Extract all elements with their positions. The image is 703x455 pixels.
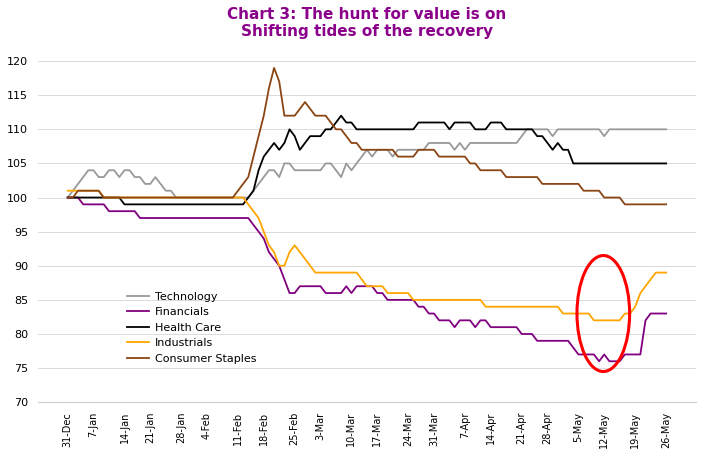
Industrials bbox=[626, 311, 634, 316]
Financials bbox=[332, 290, 340, 296]
Health Care bbox=[342, 120, 351, 125]
Industrials bbox=[590, 318, 598, 323]
Consumer Staples bbox=[187, 195, 195, 200]
Health Care bbox=[662, 161, 671, 166]
Technology bbox=[522, 126, 531, 132]
Industrials bbox=[202, 195, 211, 200]
Technology bbox=[662, 126, 671, 132]
Financials bbox=[177, 215, 186, 221]
Health Care bbox=[337, 113, 345, 118]
Technology bbox=[224, 195, 232, 200]
Technology bbox=[626, 126, 634, 132]
Technology bbox=[187, 195, 195, 200]
Financials bbox=[224, 215, 232, 221]
Industrials bbox=[187, 195, 195, 200]
Line: Industrials: Industrials bbox=[67, 191, 666, 320]
Health Care bbox=[120, 202, 129, 207]
Technology bbox=[202, 195, 211, 200]
Consumer Staples bbox=[662, 202, 671, 207]
Consumer Staples bbox=[177, 195, 186, 200]
Health Care bbox=[228, 202, 237, 207]
Industrials bbox=[177, 195, 186, 200]
Technology bbox=[332, 167, 340, 173]
Consumer Staples bbox=[224, 195, 232, 200]
Line: Technology: Technology bbox=[67, 129, 666, 197]
Consumer Staples bbox=[631, 202, 640, 207]
Financials bbox=[202, 215, 211, 221]
Financials bbox=[626, 352, 634, 357]
Consumer Staples bbox=[202, 195, 211, 200]
Health Care bbox=[631, 161, 640, 166]
Health Care bbox=[182, 202, 191, 207]
Industrials bbox=[63, 188, 72, 193]
Industrials bbox=[224, 195, 232, 200]
Legend: Technology, Financials, Health Care, Industrials, Consumer Staples: Technology, Financials, Health Care, Ind… bbox=[122, 287, 261, 368]
Line: Financials: Financials bbox=[67, 197, 666, 361]
Consumer Staples bbox=[270, 65, 278, 71]
Health Care bbox=[63, 195, 72, 200]
Technology bbox=[177, 195, 186, 200]
Health Care bbox=[208, 202, 217, 207]
Health Care bbox=[193, 202, 201, 207]
Industrials bbox=[332, 270, 340, 275]
Financials bbox=[63, 195, 72, 200]
Line: Health Care: Health Care bbox=[67, 116, 666, 204]
Financials bbox=[187, 215, 195, 221]
Industrials bbox=[662, 270, 671, 275]
Consumer Staples bbox=[63, 195, 72, 200]
Title: Chart 3: The hunt for value is on
Shifting tides of the recovery: Chart 3: The hunt for value is on Shifti… bbox=[227, 7, 507, 39]
Consumer Staples bbox=[337, 126, 345, 132]
Technology bbox=[63, 195, 72, 200]
Financials bbox=[595, 359, 603, 364]
Financials bbox=[662, 311, 671, 316]
Line: Consumer Staples: Consumer Staples bbox=[67, 68, 666, 204]
Consumer Staples bbox=[621, 202, 629, 207]
